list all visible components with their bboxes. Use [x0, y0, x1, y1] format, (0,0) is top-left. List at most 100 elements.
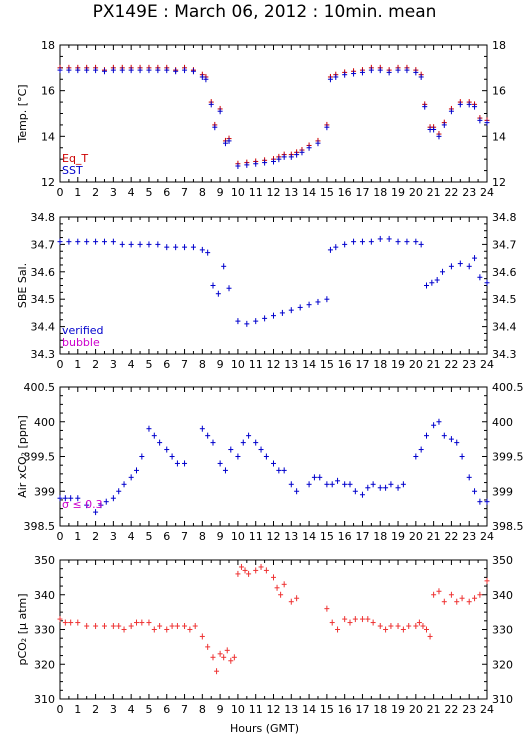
data-point [182, 67, 188, 74]
data-point [263, 453, 269, 460]
x-tick-label: 14 [302, 703, 316, 716]
y-tick-label: 399 [34, 485, 55, 498]
data-point [288, 153, 294, 160]
data-point [342, 481, 348, 488]
x-tick-label: 24 [480, 358, 494, 371]
y-tick-label: 350 [492, 554, 513, 567]
x-tick-label: 11 [249, 530, 263, 543]
data-point [84, 623, 90, 630]
data-point [306, 481, 312, 488]
x-tick-label: 2 [92, 703, 99, 716]
data-point [368, 67, 374, 74]
data-point [306, 144, 312, 151]
x-tick-label: 9 [217, 186, 224, 199]
legend-entry: SST [62, 164, 83, 177]
x-tick-label: 1 [74, 186, 81, 199]
data-point [333, 244, 339, 251]
x-tick-label: 6 [163, 703, 170, 716]
x-tick-label: 14 [302, 530, 316, 543]
x-tick-label: 23 [462, 530, 476, 543]
data-point [484, 577, 490, 584]
data-point [448, 263, 454, 270]
data-point [246, 570, 252, 577]
data-point [413, 453, 419, 460]
data-point [484, 119, 490, 126]
data-point [278, 591, 284, 598]
page-title: PX149E : March 06, 2012 : 10min. mean [92, 2, 437, 22]
data-point [228, 446, 234, 453]
data-point [440, 268, 446, 275]
data-point [404, 238, 410, 245]
data-point [436, 133, 442, 140]
data-point [137, 67, 143, 74]
y-tick-label: 34.8 [492, 211, 517, 224]
x-tick-label: 3 [110, 186, 117, 199]
data-point [199, 425, 205, 432]
data-point [203, 76, 209, 83]
x-tick-label: 4 [128, 358, 135, 371]
data-point [311, 474, 317, 481]
x-tick-label: 22 [444, 186, 458, 199]
x-tick-label: 3 [110, 530, 117, 543]
data-point [208, 101, 214, 108]
data-point [157, 439, 163, 446]
data-point [383, 626, 389, 633]
data-point [182, 460, 188, 467]
data-point [441, 121, 447, 128]
data-point [370, 481, 376, 488]
data-point [258, 563, 264, 570]
data-point [224, 647, 230, 654]
data-point [327, 76, 333, 83]
x-tick-label: 6 [163, 530, 170, 543]
data-point [436, 418, 442, 425]
x-tick-label: 18 [373, 703, 387, 716]
data-point [68, 619, 74, 626]
data-point [93, 509, 99, 516]
data-point [215, 290, 221, 297]
data-point [335, 626, 341, 633]
x-tick-label: 21 [427, 358, 441, 371]
data-point [477, 274, 483, 281]
data-point [221, 654, 227, 661]
data-point [68, 495, 74, 502]
data-point [128, 67, 134, 74]
x-tick-label: 8 [199, 358, 206, 371]
y-tick-label: 34.4 [31, 321, 56, 334]
data-point [57, 616, 63, 623]
x-tick-label: 14 [302, 186, 316, 199]
legend-entry: Eq_T [62, 152, 88, 165]
data-point [315, 140, 321, 147]
data-point [429, 279, 435, 286]
data-point [134, 467, 140, 474]
data-point [164, 446, 170, 453]
x-tick-label: 7 [181, 530, 188, 543]
x-tick-label: 12 [267, 358, 281, 371]
y-tick-label: 34.5 [31, 293, 56, 306]
y-tick-label: 34.6 [31, 266, 56, 279]
data-point [424, 626, 430, 633]
data-point [240, 439, 246, 446]
panel-temperature: 0 1 2 3 4 5 6 7 8 9 10 11 12 13 14 15 16 17 18 19 20 21 22 23 24… [16, 39, 506, 199]
y-tick-label: 400 [492, 416, 513, 429]
data-point [199, 633, 205, 640]
data-point [352, 616, 358, 623]
x-tick-label: 17 [355, 703, 369, 716]
data-point [253, 160, 259, 167]
data-point [146, 241, 152, 248]
data-point [459, 453, 465, 460]
x-tick-label: 20 [409, 530, 423, 543]
data-point [472, 103, 478, 110]
data-point [466, 474, 472, 481]
data-point [146, 619, 152, 626]
data-point [128, 623, 134, 630]
y-tick-label: 34.3 [31, 348, 56, 361]
data-point [370, 619, 376, 626]
data-point [246, 432, 252, 439]
x-tick-label: 10 [231, 530, 245, 543]
data-point [448, 591, 454, 598]
x-tick-label: 5 [145, 358, 152, 371]
data-point [368, 238, 374, 245]
data-point [101, 68, 107, 75]
x-tick-label: 19 [391, 358, 405, 371]
data-point [210, 654, 216, 661]
